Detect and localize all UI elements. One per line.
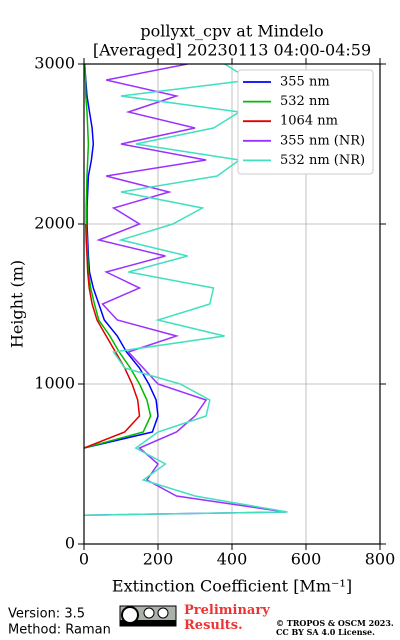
chart-subtitle: [Averaged] 20230113 04:00-04:59 [93, 41, 371, 60]
plot-lines [84, 64, 288, 516]
x-tick-label: 400 [217, 550, 248, 569]
notice: Preliminary Results. [184, 603, 270, 633]
legend-label: 355 nm (NR) [280, 133, 365, 148]
plot-frame [83, 63, 381, 545]
license: CC BY SA 4.0 License. [276, 627, 375, 637]
by-circle [143, 607, 155, 619]
copyright: © TROPOS & OSCM 2023. [276, 618, 394, 628]
legend-box [237, 69, 374, 175]
x-tick-label: 800 [365, 550, 396, 569]
series-line [84, 64, 286, 516]
y-tick-label: 0 [65, 534, 75, 553]
x-tick-label: 200 [143, 550, 174, 569]
cc-band [120, 620, 176, 626]
x-tick-label: 600 [291, 550, 322, 569]
method: Method: Raman [8, 623, 111, 638]
chart-title: pollyxt_cpv at Mindelo [140, 22, 323, 41]
y-tick-label: 1000 [34, 374, 75, 393]
y-tick-label: 3000 [34, 54, 75, 73]
cc-logo [119, 605, 177, 627]
legend-label: 355 nm [280, 75, 330, 90]
legend-label: 532 nm [280, 94, 330, 109]
sa-circle [157, 607, 169, 619]
y-tick-label: 2000 [34, 214, 75, 233]
legend-label: 532 nm (NR) [280, 153, 365, 168]
series-line [84, 64, 159, 449]
version: Version: 3.5 [8, 607, 85, 622]
y-axis-label: Height (m) [8, 260, 27, 348]
x-tick-label: 0 [79, 550, 89, 569]
series-line [84, 64, 152, 449]
x-axis-label: Extinction Coefficient [Mm⁻¹] [112, 577, 352, 596]
series-line [84, 223, 141, 449]
cc-circle [121, 606, 139, 624]
legend-label: 1064 nm [280, 114, 338, 129]
series-line [84, 64, 288, 516]
